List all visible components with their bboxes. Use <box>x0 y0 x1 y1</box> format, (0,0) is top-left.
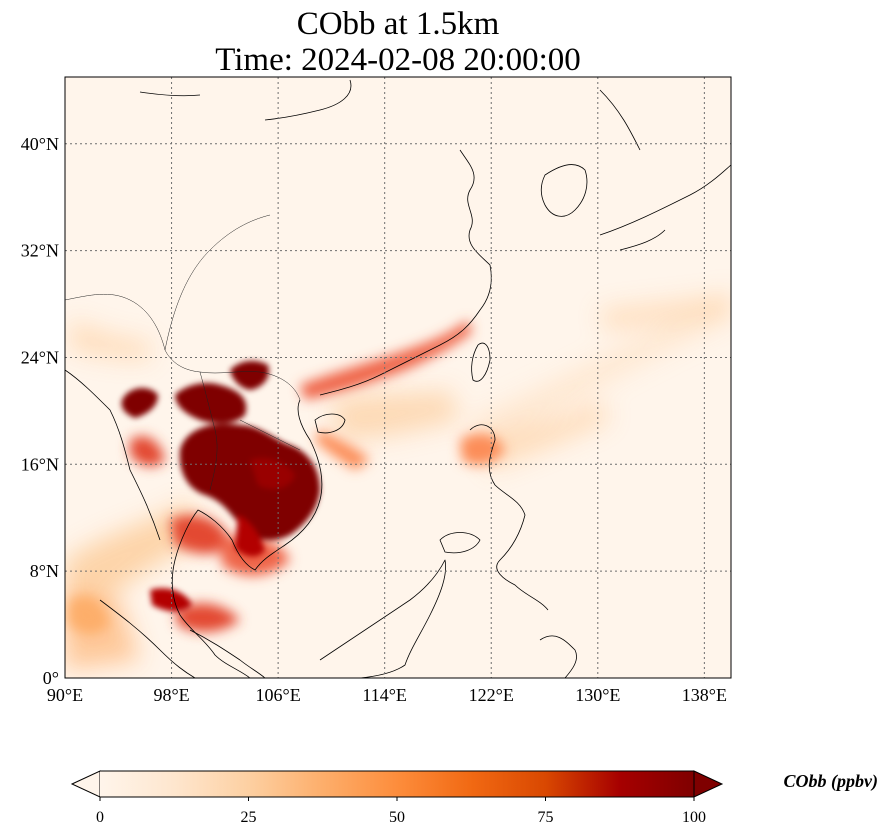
lat-tick-label: 32°N <box>21 241 59 261</box>
colorbar-tick-label: 50 <box>389 809 405 826</box>
colorbar-extend-max <box>693 770 724 798</box>
colorbar-gradient <box>100 771 694 797</box>
colorbar-extend-min <box>70 770 101 798</box>
lon-tick-label: 90°E <box>47 685 83 705</box>
colorbar-tick-label: 75 <box>538 809 554 826</box>
colorbar-tick-label: 25 <box>241 809 257 826</box>
colorbar-label: CObb (ppbv) <box>784 771 878 792</box>
lat-tick-label: 24°N <box>21 347 59 367</box>
country-borders <box>65 214 301 491</box>
colorbar: 0 25 50 75 100 CObb (ppbv) <box>70 770 878 826</box>
lat-tick-label: 0° <box>43 668 59 688</box>
lat-tick-label: 8°N <box>30 561 59 581</box>
map-subtitle-time: Time: 2024-02-08 20:00:00 <box>215 42 581 78</box>
longitude-axis: 90°E 98°E 106°E 114°E 122°E 130°E 138°E <box>47 685 727 705</box>
lon-tick-label: 98°E <box>153 685 189 705</box>
colorbar-tick-label: 0 <box>96 809 104 826</box>
map-background <box>65 77 731 678</box>
lon-tick-label: 114°E <box>362 685 407 705</box>
lon-tick-label: 106°E <box>256 685 301 705</box>
lat-tick-label: 40°N <box>21 134 59 154</box>
colorbar-tick-label: 100 <box>682 809 706 826</box>
map-frame <box>64 76 732 679</box>
map-area: 90°E 98°E 106°E 114°E 122°E 130°E 138°E 0° 8°N 1… <box>21 76 732 705</box>
lon-tick-label: 130°E <box>575 685 620 705</box>
lon-tick-label: 122°E <box>469 685 514 705</box>
lon-tick-label: 138°E <box>682 685 727 705</box>
map-title: CObb at 1.5km <box>296 6 500 42</box>
colorbar-ticks: 0 25 50 75 100 <box>96 797 706 826</box>
latitude-axis: 0° 8°N 16°N 24°N 32°N 40°N <box>21 134 59 688</box>
coastlines <box>65 79 731 678</box>
concentration-field <box>65 290 731 670</box>
lat-tick-label: 16°N <box>21 454 59 474</box>
gridlines <box>65 77 731 678</box>
